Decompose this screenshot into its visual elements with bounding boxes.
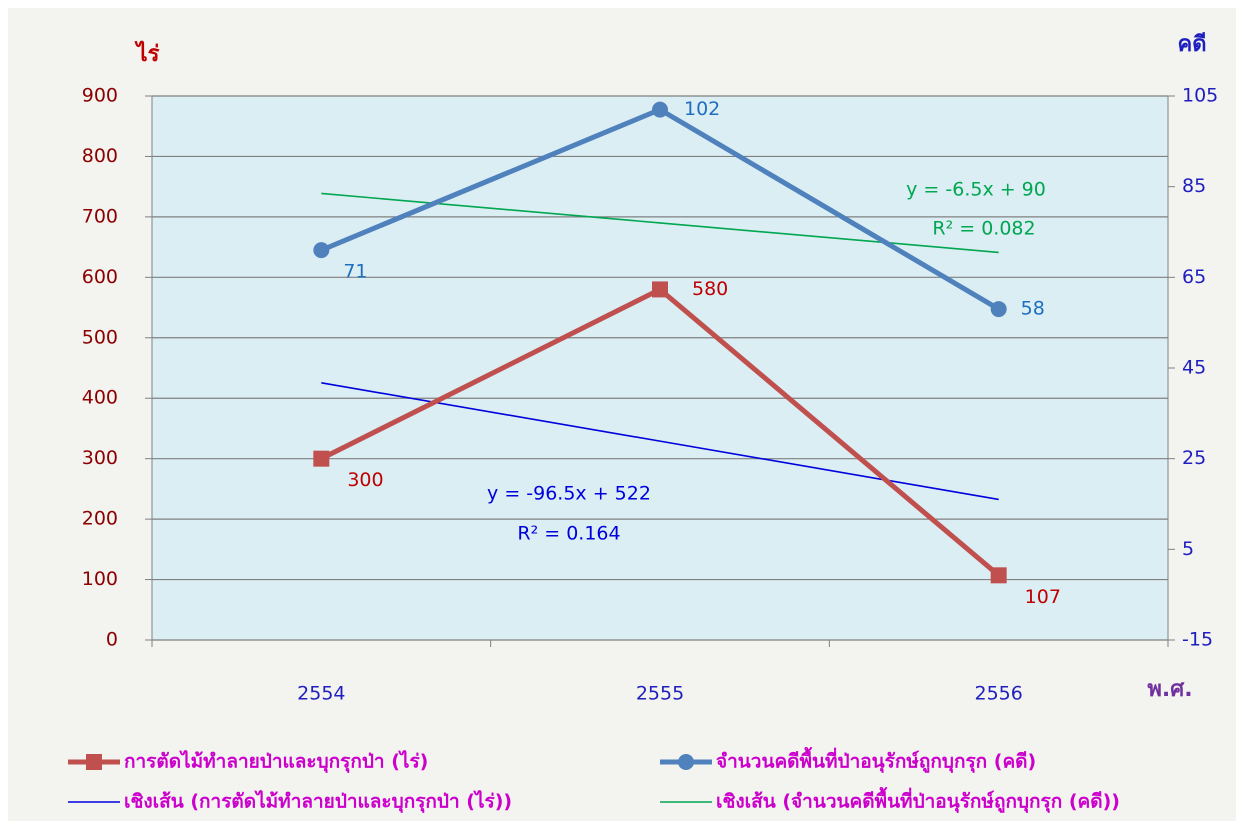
y2-axis-label: คดี [1177, 32, 1206, 57]
trendline-equation: R² = 0.164 [517, 523, 620, 545]
y2-tick-label: 45 [1182, 357, 1206, 379]
y2-tick-label: 65 [1182, 266, 1206, 288]
y2-tick-label: -15 [1182, 629, 1213, 651]
plot-area [152, 96, 1168, 640]
legend-label: จำนวนคดีพื้นที่ป่าอนุรักษ์ถูกบุกรุก (คดี… [716, 747, 1036, 774]
y-tick-label: 800 [82, 145, 118, 167]
y-tick-label: 100 [82, 568, 118, 590]
y-axis-label: ไร่ [135, 40, 160, 67]
y-tick-label: 0 [106, 629, 118, 651]
data-label: 300 [347, 469, 383, 491]
x-tick-label: 2555 [636, 683, 684, 705]
y2-tick-label: 5 [1182, 538, 1194, 560]
legend-label: เชิงเส้น (การตัดไม้ทำลายป่าและบุกรุกป่า … [124, 790, 512, 814]
y-tick-label: 700 [82, 205, 118, 227]
marker [313, 450, 330, 467]
data-label: 580 [692, 278, 728, 300]
trendline-equation: y = -6.5x + 90 [906, 179, 1046, 201]
x-tick-label: 2556 [974, 683, 1022, 705]
y-tick-label: 300 [82, 447, 118, 469]
y-tick-label: 400 [82, 387, 118, 409]
trendline-equation: y = -96.5x + 522 [487, 483, 651, 505]
y-tick-label: 200 [82, 508, 118, 530]
legend-label: การตัดไม้ทำลายป่าและบุกรุกป่า (ไร่) [124, 750, 428, 774]
data-label: 71 [343, 261, 367, 283]
y-tick-label: 600 [82, 266, 118, 288]
y-tick-label: 500 [82, 326, 118, 348]
data-label: 58 [1021, 298, 1045, 320]
legend-marker [678, 754, 694, 770]
marker [990, 301, 1007, 318]
data-label: 107 [1025, 586, 1061, 608]
y2-tick-label: 105 [1182, 85, 1218, 107]
legend-label: เชิงเส้น (จำนวนคดีพื้นที่ป่าอนุรักษ์ถูกบ… [716, 787, 1120, 814]
y2-tick-label: 85 [1182, 175, 1206, 197]
x-tick-label: 2554 [297, 683, 345, 705]
legend-marker [86, 754, 102, 770]
marker [652, 101, 668, 118]
trendline-equation: R² = 0.082 [932, 218, 1035, 240]
marker [313, 242, 330, 259]
marker [990, 567, 1007, 584]
data-label: 102 [684, 98, 720, 120]
x-axis-label: พ.ศ. [1147, 677, 1192, 702]
y2-tick-label: 25 [1182, 447, 1206, 469]
marker [652, 281, 668, 298]
y-tick-label: 900 [82, 85, 118, 107]
